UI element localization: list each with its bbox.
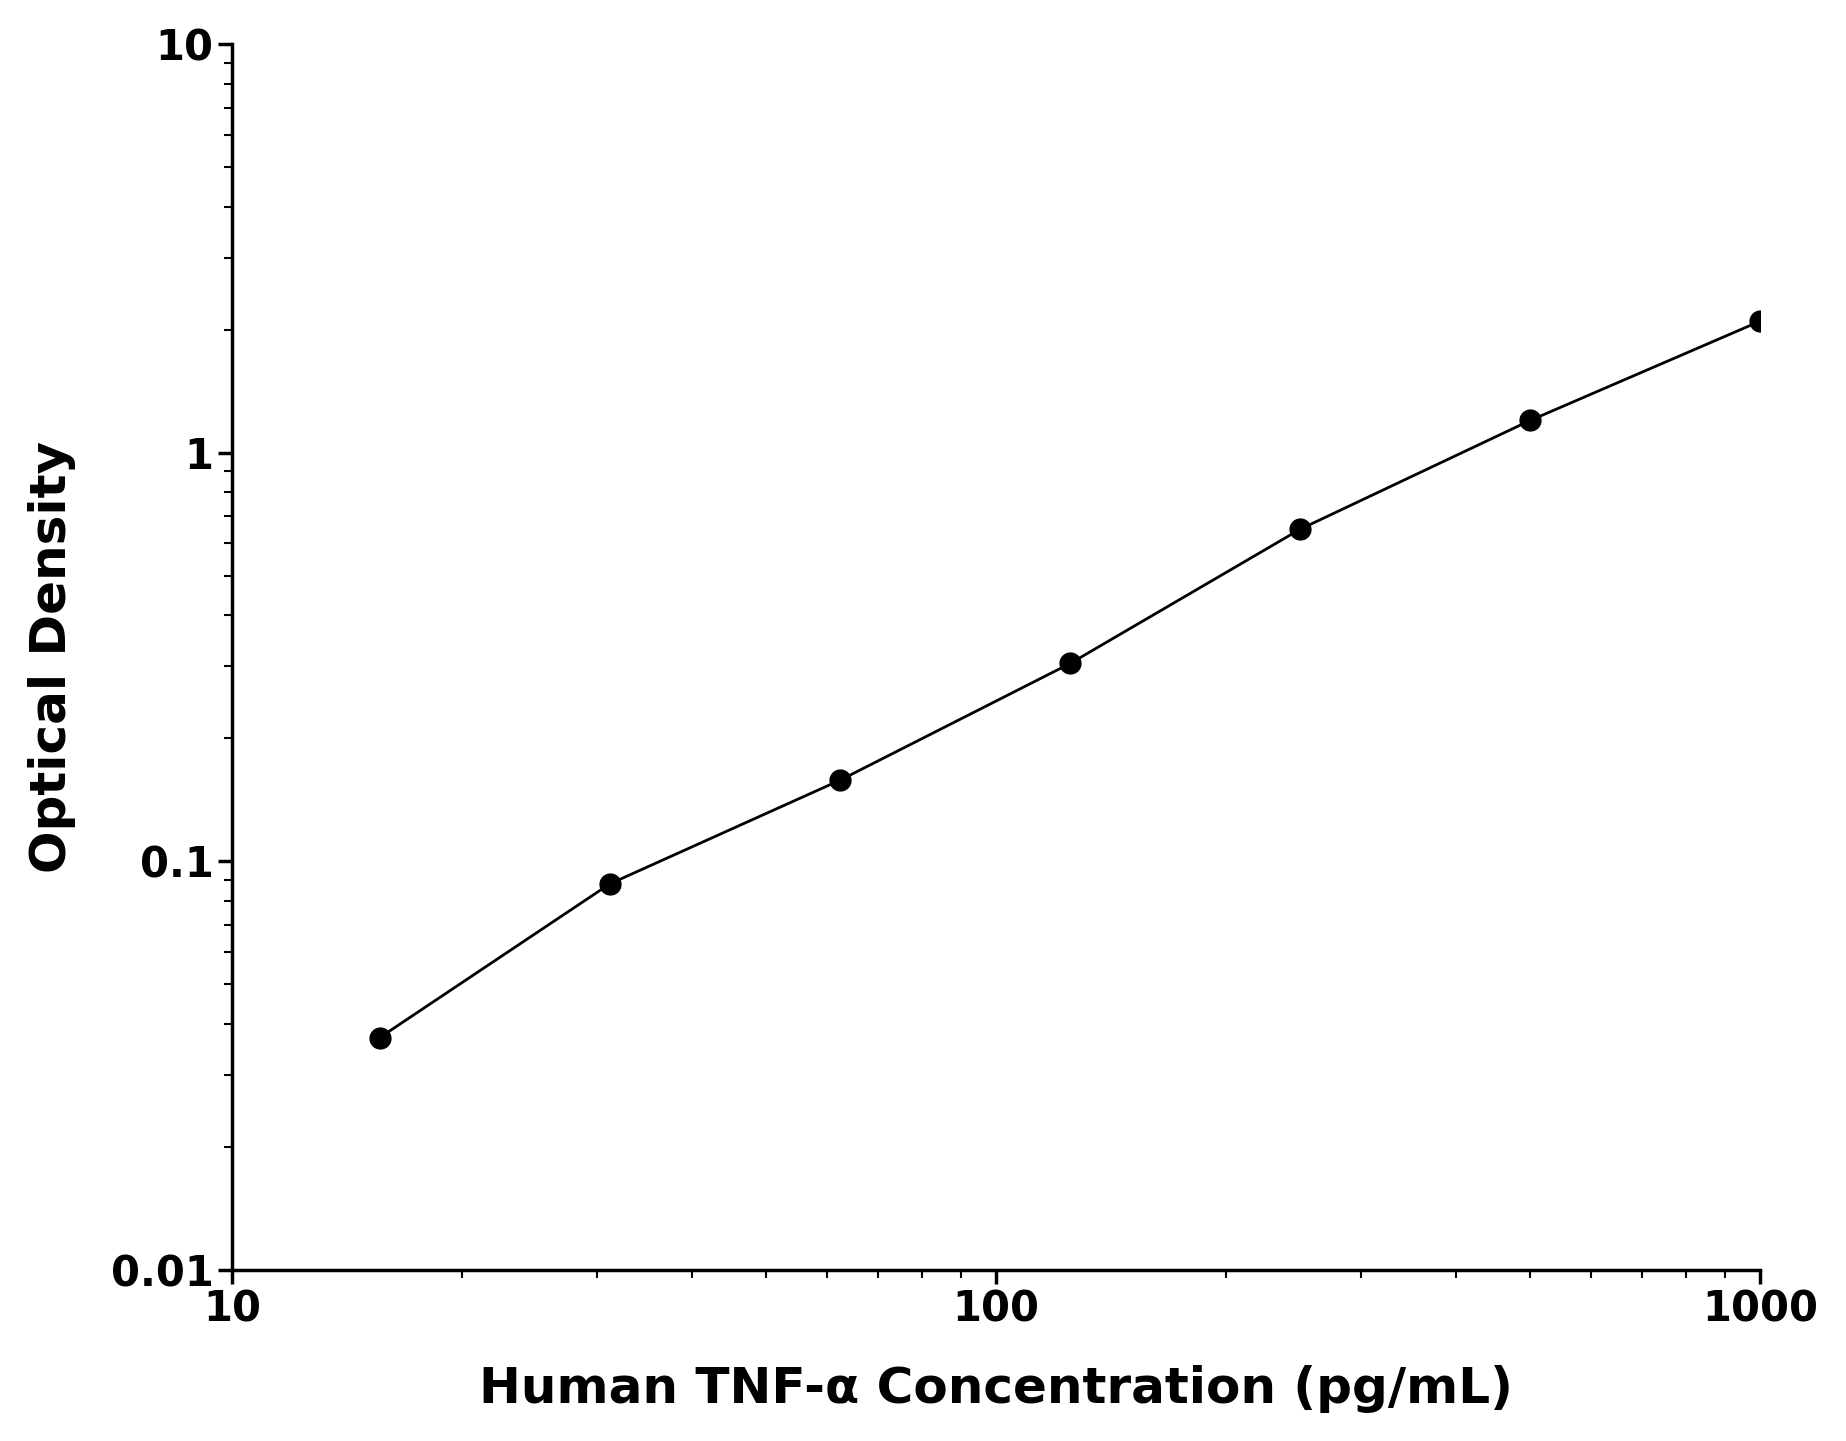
Point bbox=[1746, 310, 1776, 333]
Point bbox=[825, 768, 855, 791]
Point bbox=[594, 872, 624, 895]
Point bbox=[366, 1026, 395, 1049]
Point bbox=[1516, 409, 1545, 432]
Point bbox=[1056, 651, 1085, 674]
Y-axis label: Optical Density: Optical Density bbox=[28, 441, 76, 873]
Point bbox=[1285, 517, 1314, 540]
X-axis label: Human TNF-α Concentration (pg/mL): Human TNF-α Concentration (pg/mL) bbox=[480, 1365, 1514, 1414]
